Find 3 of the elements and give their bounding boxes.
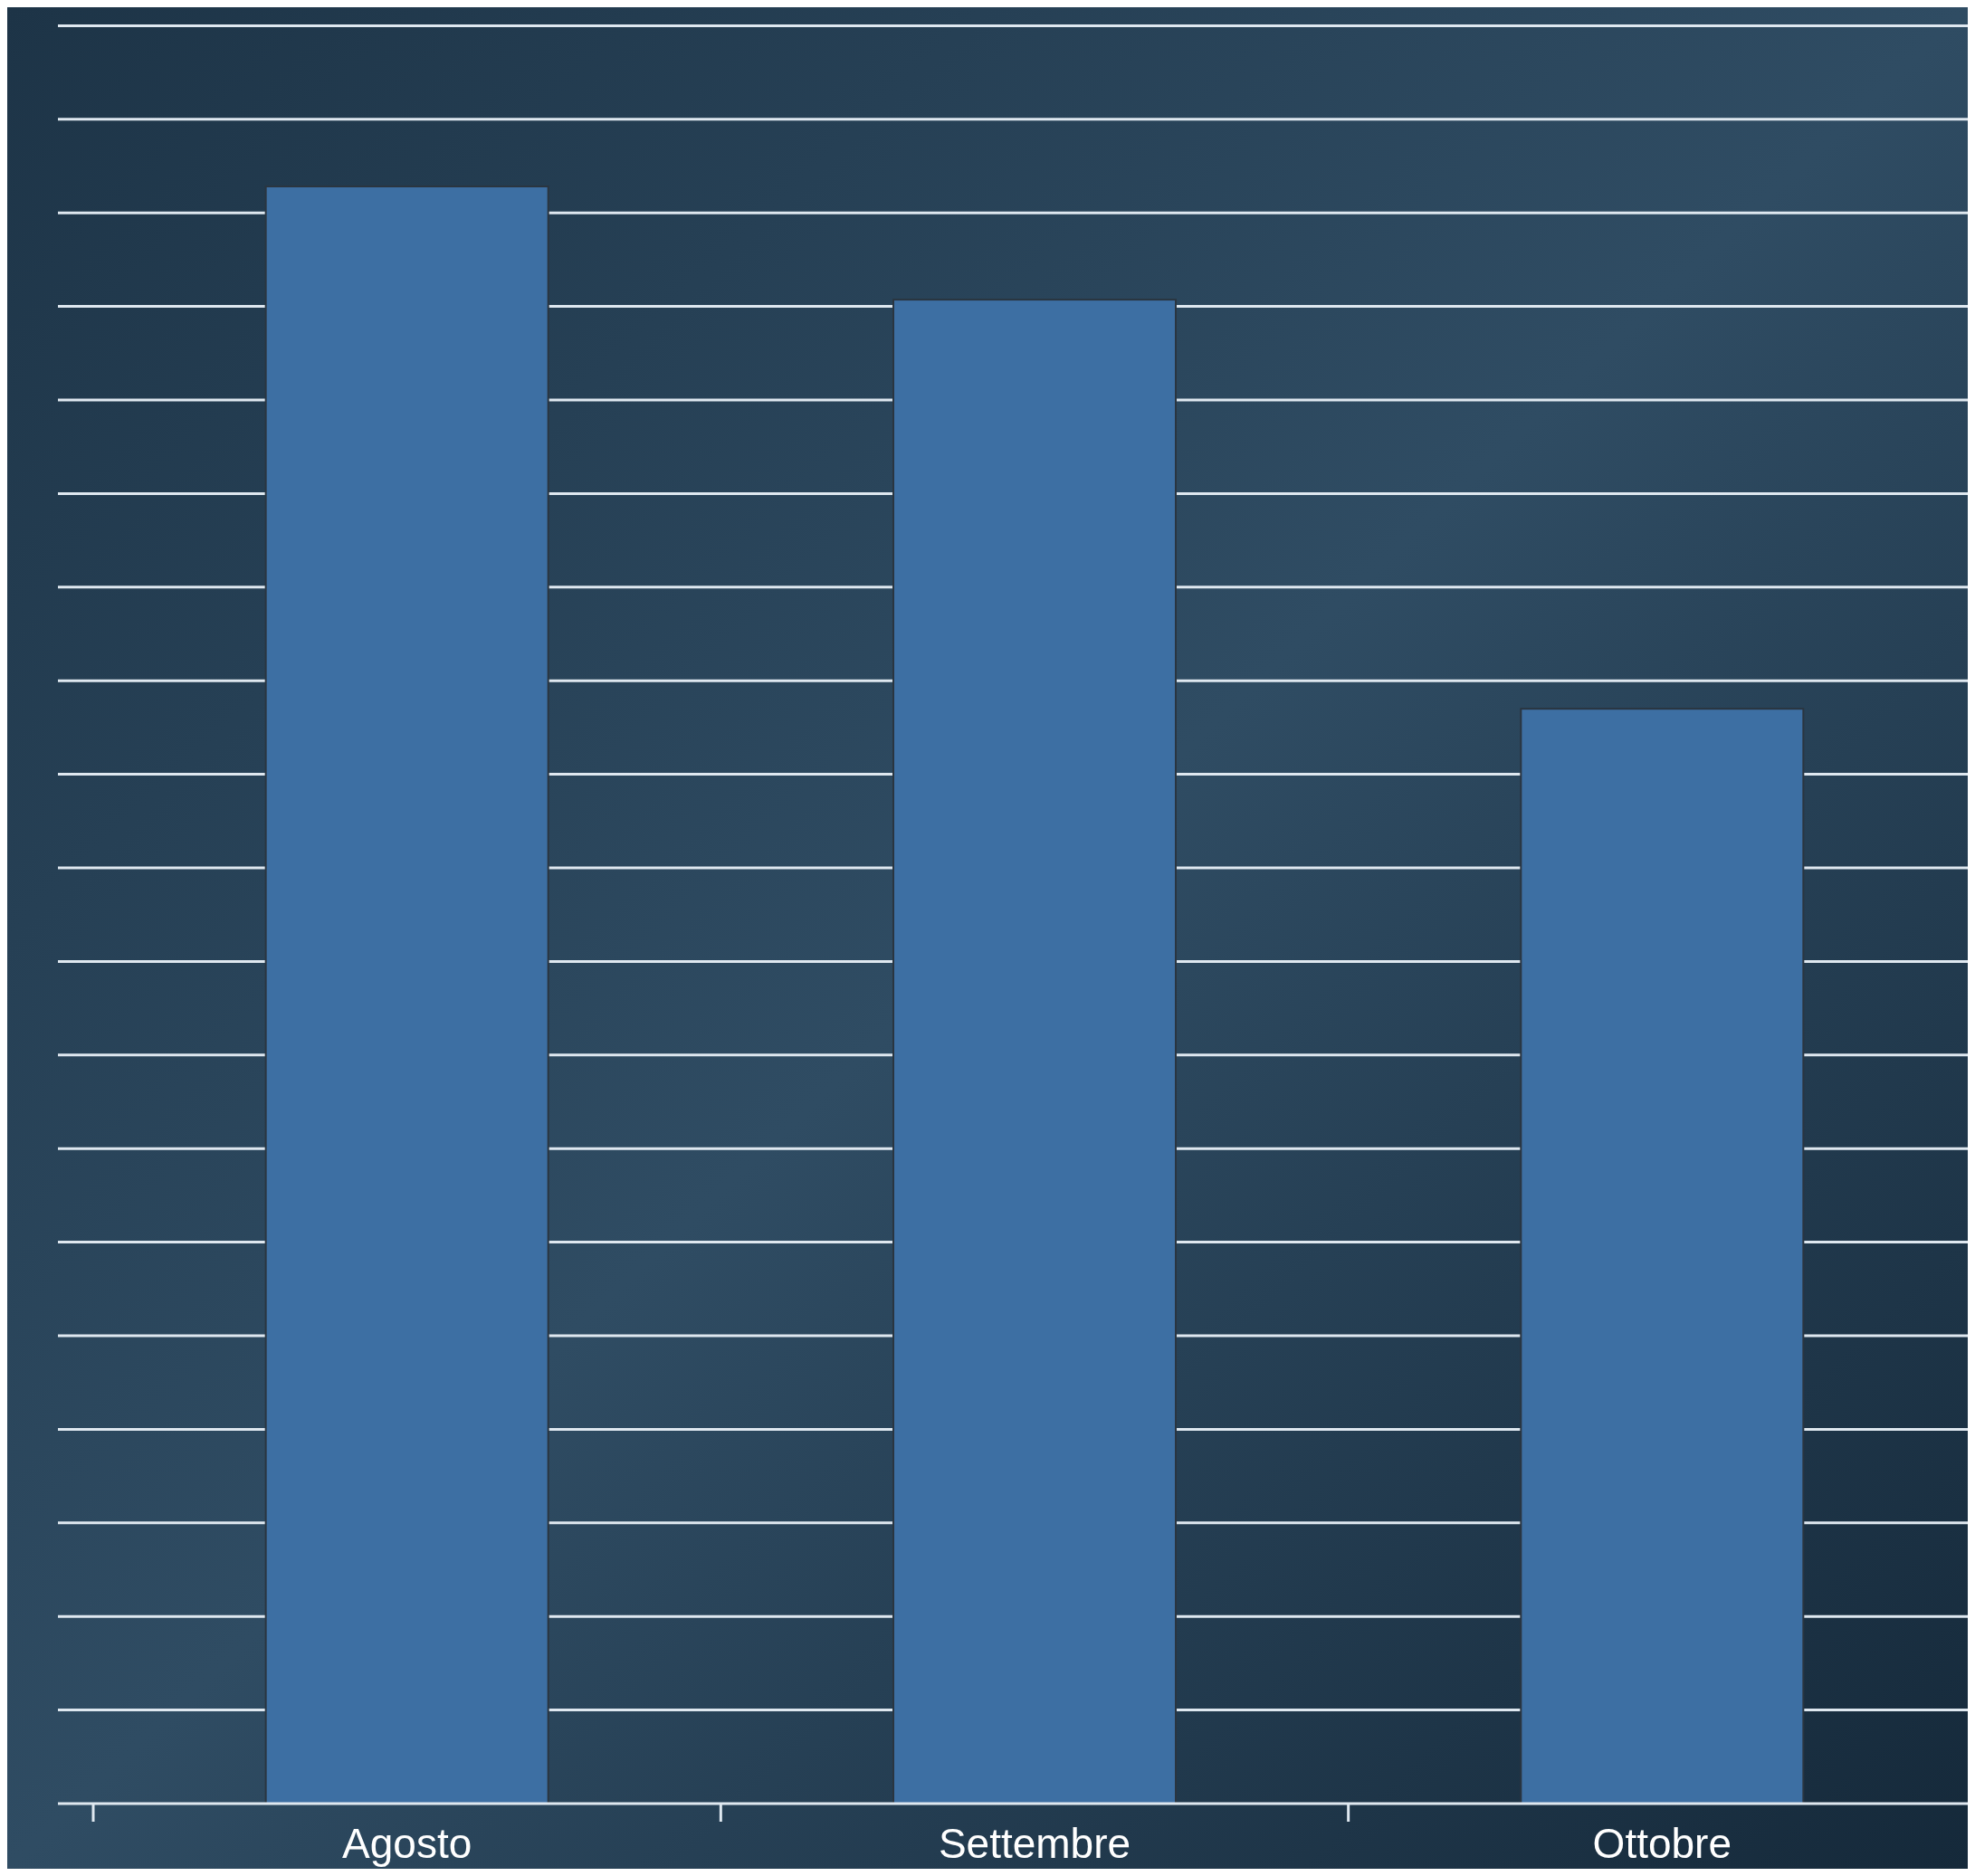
x-tick-label: Settembre (938, 1820, 1131, 1867)
x-tick-label: Ottobre (1592, 1820, 1732, 1867)
x-tick-label: Agosto (342, 1820, 472, 1867)
